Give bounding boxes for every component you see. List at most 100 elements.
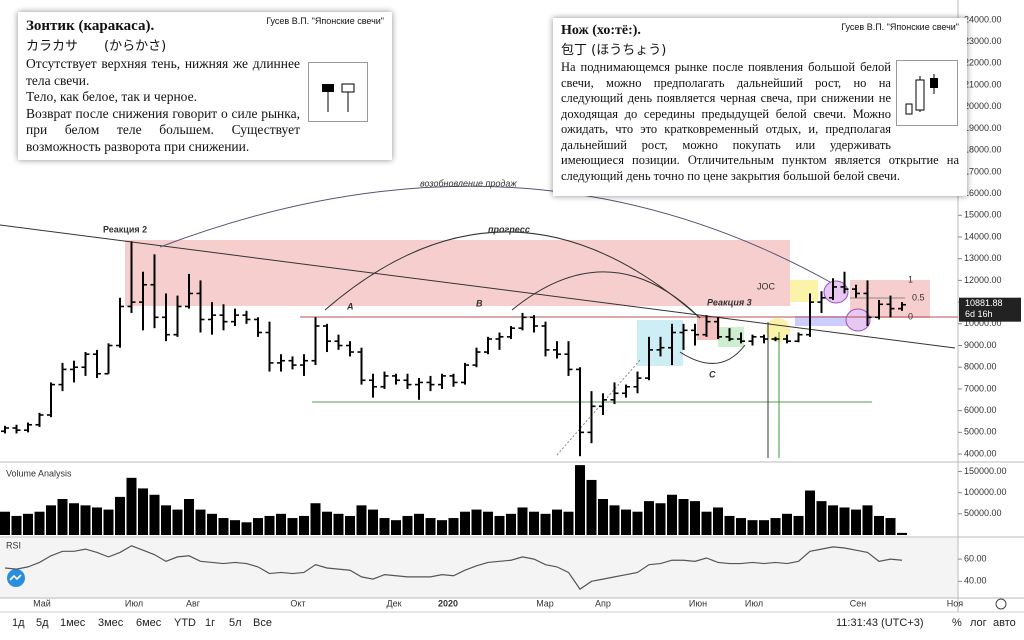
- volume-bar: [828, 505, 838, 535]
- note-paragraph: Возврат после снижения говорит о силе ры…: [26, 105, 300, 154]
- note-source: Гусев В.П. "Японские свечи": [266, 16, 384, 26]
- axis-option[interactable]: %: [952, 617, 962, 629]
- y-tick-label: 23000.00: [964, 36, 1002, 46]
- volume-bar: [529, 511, 539, 535]
- range-button[interactable]: 3мес: [98, 617, 124, 629]
- fib-label: 0: [908, 311, 913, 321]
- volume-bar: [368, 509, 378, 535]
- volume-bar: [701, 511, 712, 535]
- countdown: 6d 16h: [965, 309, 993, 319]
- volume-bar: [885, 518, 896, 535]
- arc: [679, 344, 746, 364]
- note-japanese: 包丁 (ほうちょう): [561, 43, 667, 58]
- volume-bar: [632, 511, 643, 535]
- zone-red: [697, 316, 720, 340]
- range-button[interactable]: YTD: [174, 617, 196, 629]
- range-button[interactable]: 6мес: [136, 617, 162, 629]
- range-button[interactable]: Все: [253, 617, 272, 629]
- volume-bar: [425, 518, 436, 535]
- volume-bar: [770, 518, 781, 535]
- volume-bar: [11, 515, 22, 535]
- x-tick-label: Июн: [689, 598, 707, 608]
- y-tick-label: 50000.00: [964, 508, 1002, 518]
- x-tick-label: Дек: [386, 598, 401, 608]
- range-button[interactable]: 5д: [36, 617, 49, 629]
- axis-option[interactable]: авто: [993, 617, 1016, 629]
- volume-bar: [46, 505, 56, 535]
- annotation: Реакция 3: [707, 297, 752, 307]
- zone-violet: [795, 316, 850, 326]
- annotation: возобновление продаж: [420, 178, 517, 188]
- note-paragraph: Тело, как белое, так и черное.: [26, 89, 197, 104]
- volume-bar: [184, 499, 194, 535]
- y-tick-label: 13000.00: [964, 253, 1002, 263]
- volume-bar: [540, 513, 551, 535]
- arc: [324, 231, 701, 319]
- note-paragraph: Отсутствует верхняя тень, нижняя же длин…: [26, 56, 300, 88]
- note-paragraph: На поднимающемся рынке после появления б…: [561, 60, 959, 183]
- fib-label: 1: [908, 274, 913, 284]
- pane-title: Volume Analysis: [6, 468, 72, 478]
- volume-bar: [552, 509, 562, 535]
- volume-bar: [759, 520, 769, 535]
- volume-bar: [138, 488, 148, 535]
- arc: [159, 185, 831, 283]
- annotation: JOC: [757, 281, 776, 291]
- volume-bar: [448, 518, 459, 535]
- range-button[interactable]: 1д: [12, 617, 25, 629]
- volume-bar: [494, 515, 505, 535]
- range-button[interactable]: 1мес: [60, 617, 86, 629]
- zone-green: [718, 327, 744, 347]
- volume-bar: [575, 465, 585, 535]
- y-tick-label: 21000.00: [964, 79, 1002, 89]
- clock: 11:31:43 (UTC+3): [836, 617, 924, 629]
- volume-bar: [736, 518, 746, 535]
- volume-bar: [322, 511, 332, 535]
- x-tick-label: Сен: [850, 598, 867, 608]
- y-tick-label: 10000.00: [964, 318, 1002, 328]
- volume-bar: [310, 503, 321, 535]
- volume-bar: [598, 499, 608, 535]
- volume-bar: [69, 503, 79, 535]
- last-price-box: [959, 297, 1021, 322]
- volume-bar: [264, 515, 275, 535]
- volume-bar: [655, 503, 666, 535]
- volume-bar: [241, 522, 252, 535]
- trend-line: [0, 224, 956, 349]
- volume-bar: [678, 499, 689, 535]
- y-tick-label: 6000.00: [964, 405, 997, 415]
- axis-option[interactable]: лог: [970, 617, 987, 629]
- annotation: B: [476, 298, 483, 308]
- x-tick-label: Мар: [536, 598, 554, 608]
- x-tick-label: Май: [33, 598, 51, 608]
- volume-bar: [851, 509, 861, 535]
- volume-bar: [287, 518, 298, 535]
- y-tick-label: 15000.00: [964, 210, 1002, 220]
- volume-bar: [667, 494, 677, 535]
- volume-bar: [172, 509, 183, 535]
- volume-bar: [471, 509, 482, 535]
- y-tick-label: 5000.00: [964, 427, 997, 437]
- note-box: Гусев В.П. "Японские свечи" Нож (хо:тё:)…: [553, 18, 967, 196]
- y-tick-label: 16000.00: [964, 188, 1002, 198]
- range-button[interactable]: 1г: [205, 617, 216, 629]
- y-tick-label: 17000.00: [964, 166, 1002, 176]
- volume-bar: [437, 520, 447, 535]
- y-tick-label: 4000.00: [964, 448, 997, 458]
- note-text: На поднимающемся рынке после появления б…: [561, 60, 959, 184]
- volume-bar: [23, 513, 33, 535]
- volume-bar: [379, 518, 390, 535]
- note-text: Отсутствует верхняя тень, нижняя же длин…: [26, 56, 300, 155]
- note-box: Гусев В.П. "Японские свечи" Зонтик (кара…: [18, 12, 392, 160]
- x-tick-label: Ноя: [947, 598, 964, 608]
- pane-title: RSI: [6, 540, 21, 550]
- volume-bar: [149, 494, 160, 535]
- settings-icon[interactable]: [995, 598, 1007, 610]
- annotation: Реакция 2: [103, 224, 147, 234]
- volume-bar: [805, 490, 815, 535]
- volume-bar: [609, 505, 620, 535]
- volume-bar: [345, 515, 355, 535]
- range-button[interactable]: 5л: [229, 617, 242, 629]
- highlight-circle: [845, 308, 871, 332]
